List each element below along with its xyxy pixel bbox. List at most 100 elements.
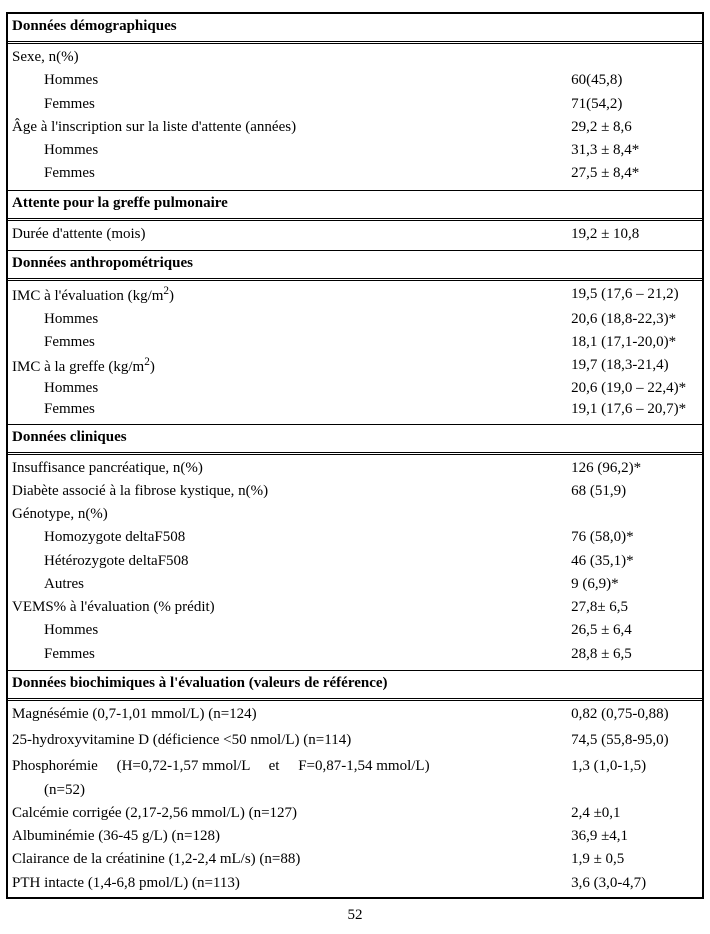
table-row: Clairance de la créatinine (1,2-2,4 mL/s… xyxy=(8,848,702,871)
row-label: Hétérozygote deltaF508 xyxy=(12,550,571,573)
row-label: IMC à l'évaluation (kg/m2) xyxy=(12,283,571,308)
table-row: Hommes 26,5 ± 6,4 xyxy=(8,619,702,642)
table-row: Femmes 19,1 (17,6 – 20,7)* xyxy=(8,399,702,420)
table-row: PTH intacte (1,4-6,8 pmol/L) (n=113) 3,6… xyxy=(8,872,702,895)
table-row: Femmes 27,5 ± 8,4* xyxy=(8,162,702,185)
row-label: Insuffisance pancréatique, n(%) xyxy=(12,457,571,480)
table-row: Femmes 71(54,2) xyxy=(8,93,702,116)
row-value: 71(54,2) xyxy=(571,93,698,116)
table-row: IMC à la greffe (kg/m2) 19,7 (18,3-21,4) xyxy=(8,355,702,378)
row-value: 20,6 (19,0 – 22,4)* xyxy=(571,378,698,399)
row-label: Diabète associé à la fibrose kystique, n… xyxy=(12,480,571,503)
row-value: 9 (6,9)* xyxy=(571,573,698,596)
row-label: Phosphorémie (H=0,72-1,57 mmol/L et F=0,… xyxy=(12,755,571,802)
table-row: Durée d'attente (mois) 19,2 ± 10,8 xyxy=(8,223,702,246)
table-row: VEMS% à l'évaluation (% prédit) 27,8± 6,… xyxy=(8,596,702,619)
table-row: Autres 9 (6,9)* xyxy=(8,573,702,596)
row-value: 68 (51,9) xyxy=(571,480,698,503)
row-value: 31,3 ± 8,4* xyxy=(571,139,698,162)
row-label: Femmes xyxy=(12,643,571,666)
row-value: 1,9 ± 0,5 xyxy=(571,848,698,871)
row-value: 26,5 ± 6,4 xyxy=(571,619,698,642)
table-row: Calcémie corrigée (2,17-2,56 mmol/L) (n=… xyxy=(8,802,702,825)
row-label: Femmes xyxy=(12,93,571,116)
table-row: Âge à l'inscription sur la liste d'atten… xyxy=(8,116,702,139)
row-value: 36,9 ±4,1 xyxy=(571,825,698,848)
row-label: Femmes xyxy=(12,162,571,185)
row-value: 27,8± 6,5 xyxy=(571,596,698,619)
row-value: 19,1 (17,6 – 20,7)* xyxy=(571,399,698,420)
row-value: 2,4 ±0,1 xyxy=(571,802,698,825)
row-value: 60(45,8) xyxy=(571,69,698,92)
table-row: Sexe, n(%) xyxy=(8,46,702,69)
section-title: Données anthropométriques xyxy=(12,255,193,271)
row-label: VEMS% à l'évaluation (% prédit) xyxy=(12,596,571,619)
row-value: 19,2 ± 10,8 xyxy=(571,223,698,246)
row-value: 76 (58,0)* xyxy=(571,526,698,549)
section-header-clin: Données cliniques xyxy=(8,424,702,452)
row-value: 19,7 (18,3-21,4) xyxy=(571,355,698,378)
table-row: Phosphorémie (H=0,72-1,57 mmol/L et F=0,… xyxy=(8,755,702,802)
row-value xyxy=(571,503,698,526)
section-body-bio: Magnésémie (0,7-1,01 mmol/L) (n=124) 0,8… xyxy=(8,698,702,897)
row-label: Hommes xyxy=(12,69,571,92)
table-row: IMC à l'évaluation (kg/m2) 19,5 (17,6 – … xyxy=(8,283,702,308)
table-row: Homozygote deltaF508 76 (58,0)* xyxy=(8,526,702,549)
row-label: Durée d'attente (mois) xyxy=(12,223,571,246)
row-label: Autres xyxy=(12,573,571,596)
row-label: Sexe, n(%) xyxy=(12,46,571,69)
row-label: Albuminémie (36-45 g/L) (n=128) xyxy=(12,825,571,848)
table-row: Diabète associé à la fibrose kystique, n… xyxy=(8,480,702,503)
section-title: Données cliniques xyxy=(12,429,127,445)
table-row: 25-hydroxyvitamine D (déficience <50 nmo… xyxy=(8,726,702,755)
table-row: Albuminémie (36-45 g/L) (n=128) 36,9 ±4,… xyxy=(8,825,702,848)
row-label: Génotype, n(%) xyxy=(12,503,571,526)
table-row: Magnésémie (0,7-1,01 mmol/L) (n=124) 0,8… xyxy=(8,703,702,726)
row-label: Hommes xyxy=(12,619,571,642)
section-header-wait: Attente pour la greffe pulmonaire xyxy=(8,190,702,218)
row-label: Calcémie corrigée (2,17-2,56 mmol/L) (n=… xyxy=(12,802,571,825)
table-row: Femmes 18,1 (17,1-20,0)* xyxy=(8,331,702,354)
data-table: Données démographiques Sexe, n(%) Hommes… xyxy=(6,12,704,899)
row-label: PTH intacte (1,4-6,8 pmol/L) (n=113) xyxy=(12,872,571,895)
row-label: Magnésémie (0,7-1,01 mmol/L) (n=124) xyxy=(12,703,571,726)
row-label: Femmes xyxy=(12,399,571,420)
section-body-wait: Durée d'attente (mois) 19,2 ± 10,8 xyxy=(8,218,702,250)
row-label: Femmes xyxy=(12,331,571,354)
section-header-bio: Données biochimiques à l'évaluation (val… xyxy=(8,670,702,698)
table-row: Femmes 28,8 ± 6,5 xyxy=(8,643,702,666)
section-body-clin: Insuffisance pancréatique, n(%) 126 (96,… xyxy=(8,452,702,670)
row-value: 46 (35,1)* xyxy=(571,550,698,573)
row-value: 28,8 ± 6,5 xyxy=(571,643,698,666)
row-label: Hommes xyxy=(12,378,571,399)
row-value: 29,2 ± 8,6 xyxy=(571,116,698,139)
row-label: Hommes xyxy=(12,308,571,331)
section-title: Attente pour la greffe pulmonaire xyxy=(12,195,228,211)
row-label: Âge à l'inscription sur la liste d'atten… xyxy=(12,116,571,139)
row-value: 20,6 (18,8-22,3)* xyxy=(571,308,698,331)
row-value xyxy=(571,46,698,69)
row-label: 25-hydroxyvitamine D (déficience <50 nmo… xyxy=(12,729,571,752)
table-row: Hommes 20,6 (18,8-22,3)* xyxy=(8,308,702,331)
section-header-anthro: Données anthropométriques xyxy=(8,250,702,278)
row-value: 19,5 (17,6 – 21,2) xyxy=(571,283,698,308)
row-label: Clairance de la créatinine (1,2-2,4 mL/s… xyxy=(12,848,571,871)
row-value: 1,3 (1,0-1,5) xyxy=(571,755,698,802)
row-label: Hommes xyxy=(12,139,571,162)
row-value: 74,5 (55,8-95,0) xyxy=(571,729,698,752)
section-title: Données biochimiques à l'évaluation (val… xyxy=(12,675,388,691)
row-label: Homozygote deltaF508 xyxy=(12,526,571,549)
row-value: 18,1 (17,1-20,0)* xyxy=(571,331,698,354)
row-value: 27,5 ± 8,4* xyxy=(571,162,698,185)
table-row: Hommes 31,3 ± 8,4* xyxy=(8,139,702,162)
row-label: IMC à la greffe (kg/m2) xyxy=(12,355,571,378)
row-value: 0,82 (0,75-0,88) xyxy=(571,703,698,726)
table-row: Génotype, n(%) xyxy=(8,503,702,526)
section-body-demo: Sexe, n(%) Hommes 60(45,8) Femmes 71(54,… xyxy=(8,41,702,190)
section-header-demo: Données démographiques xyxy=(8,14,702,41)
section-body-anthro: IMC à l'évaluation (kg/m2) 19,5 (17,6 – … xyxy=(8,278,702,424)
row-value: 126 (96,2)* xyxy=(571,457,698,480)
table-row: Hétérozygote deltaF508 46 (35,1)* xyxy=(8,550,702,573)
table-row: Hommes 60(45,8) xyxy=(8,69,702,92)
table-row: Hommes 20,6 (19,0 – 22,4)* xyxy=(8,378,702,399)
